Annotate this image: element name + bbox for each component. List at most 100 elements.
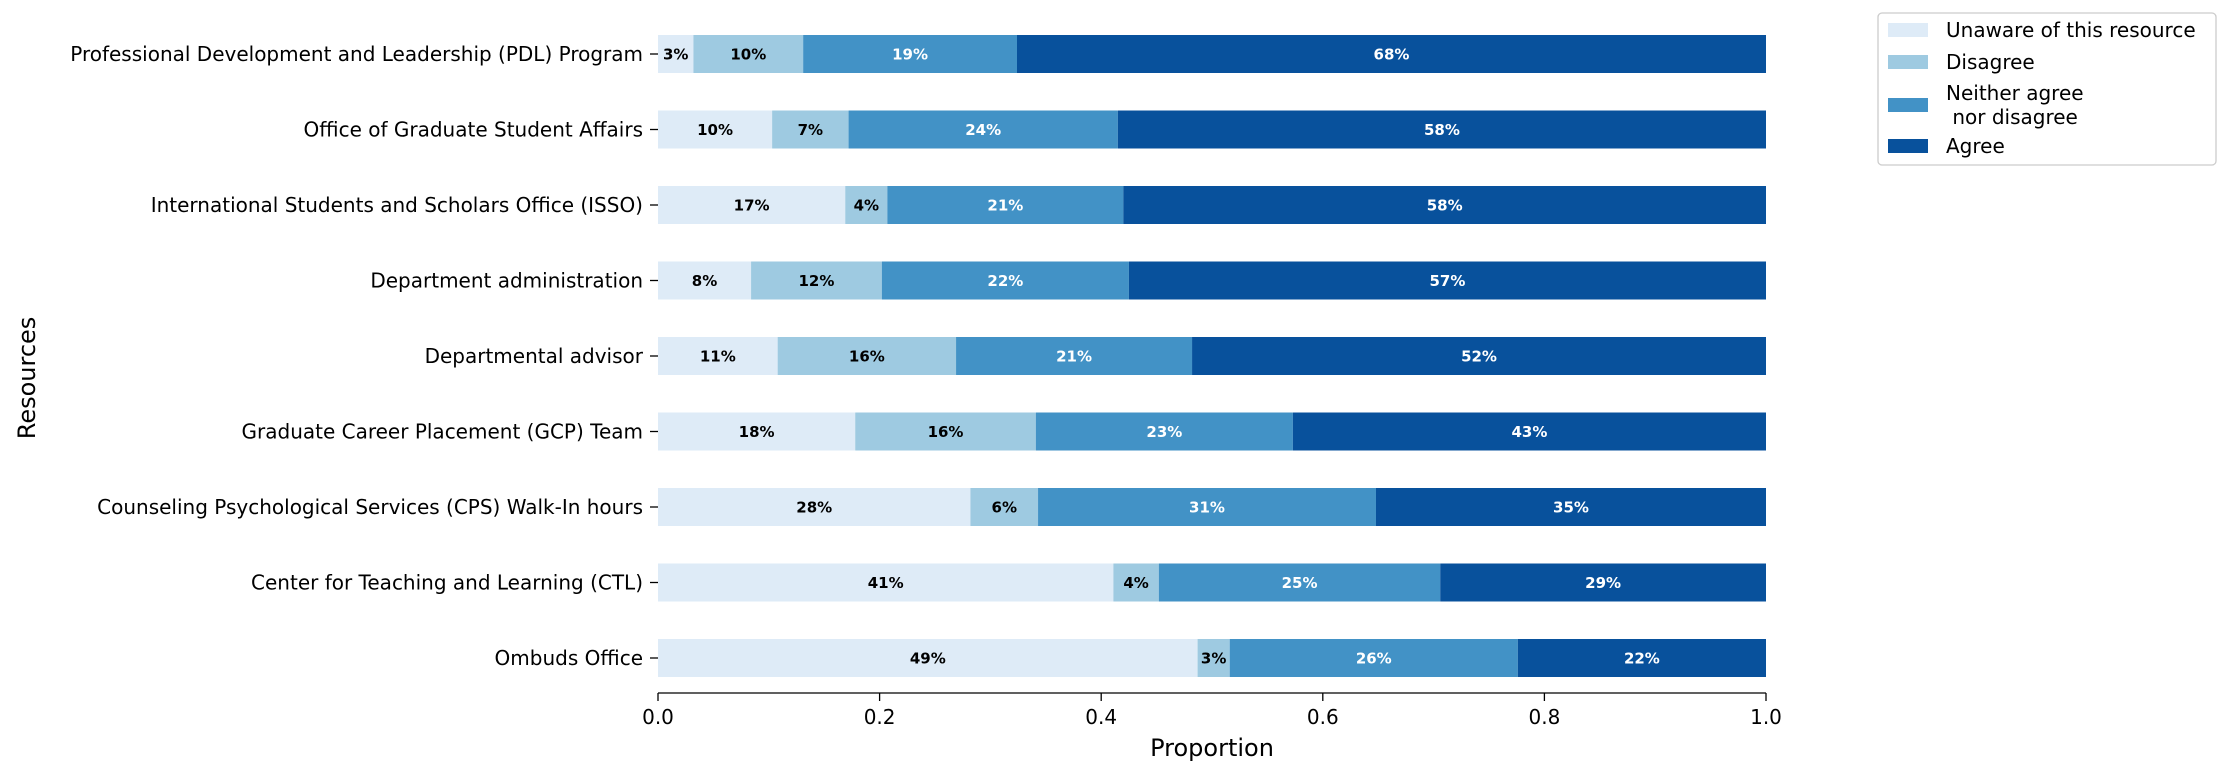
bar-segment-agree-7 [1375, 488, 1766, 526]
data-label: 31% [1189, 499, 1225, 517]
bar-segment-disagree-1 [693, 35, 804, 73]
x-tick-label: 0.4 [1085, 705, 1117, 729]
bar-segment-neither-agree-nor-disagree-9 [1229, 639, 1518, 677]
legend-swatch-neither-agree-nor-disagree [1888, 98, 1928, 112]
bar-segment-unaware-of-this-resource-7 [658, 488, 971, 526]
data-label: 16% [928, 423, 964, 441]
bar-segment-unaware-of-this-resource-2 [658, 110, 773, 149]
bar-segment-unaware-of-this-resource-6 [658, 412, 856, 451]
bar-segment-neither-agree-nor-disagree-3 [887, 186, 1124, 224]
x-tick-label: 0.0 [642, 705, 674, 729]
y-tick-label: Center for Teaching and Learning (CTL) [251, 571, 643, 595]
bar-segment-agree-3 [1123, 186, 1766, 224]
bar-segment-disagree-6 [855, 412, 1036, 451]
bar-segment-disagree-8 [1113, 563, 1159, 602]
data-label: 52% [1461, 348, 1497, 366]
bar-segment-unaware-of-this-resource-4 [658, 261, 752, 300]
bar-segment-agree-2 [1117, 110, 1766, 149]
data-label: 19% [892, 46, 928, 64]
data-label: 18% [739, 423, 775, 441]
data-label: 26% [1356, 650, 1392, 668]
bar-segment-neither-agree-nor-disagree-2 [848, 110, 1118, 149]
data-label: 4% [854, 197, 879, 215]
bar-segment-neither-agree-nor-disagree-7 [1038, 488, 1376, 526]
bar-segment-disagree-9 [1197, 639, 1230, 677]
bar-segment-disagree-3 [845, 186, 888, 224]
x-tick-label: 0.2 [864, 705, 896, 729]
data-label: 28% [796, 499, 832, 517]
bar-segment-agree-8 [1440, 563, 1766, 602]
bar-segment-unaware-of-this-resource-1 [658, 35, 694, 73]
y-tick-label: Counseling Psychological Services (CPS) … [97, 495, 643, 519]
bar-segment-agree-9 [1517, 639, 1766, 677]
y-tick-label: Professional Development and Leadership … [70, 42, 643, 66]
bars-group: 3% 10% 19% 68% 10% 7% 24% 58% 17% 4% 21% 58% 8% 12% 22… [658, 35, 1766, 677]
bar-segment-unaware-of-this-resource-5 [658, 337, 778, 375]
bar-segment-unaware-of-this-resource-9 [658, 639, 1198, 677]
data-label: 10% [697, 121, 733, 139]
data-label: 21% [987, 197, 1023, 215]
legend: Unaware of this resource Disagree Neither … [1877, 12, 2217, 166]
legend-swatch-unaware-of-this-resource [1888, 23, 1928, 37]
bar-segment-disagree-5 [777, 337, 957, 375]
data-label: 3% [1201, 650, 1226, 668]
data-label: 22% [1624, 650, 1660, 668]
data-label: 35% [1553, 499, 1589, 517]
data-label: 43% [1511, 423, 1547, 441]
data-label: 16% [849, 348, 885, 366]
y-tick-label: Graduate Career Placement (GCP) Team [242, 420, 643, 444]
data-label: 68% [1374, 46, 1410, 64]
legend-frame [1877, 12, 2217, 166]
bar-segment-unaware-of-this-resource-8 [658, 563, 1114, 602]
x-axis: 0.0 0.2 0.4 0.6 0.8 1.0 [642, 692, 1782, 729]
bar-segment-neither-agree-nor-disagree-6 [1035, 412, 1293, 451]
y-axis: Professional Development and Leadership … [70, 42, 658, 670]
data-label: 24% [965, 121, 1001, 139]
data-label: 25% [1282, 574, 1318, 592]
data-label: 58% [1424, 121, 1460, 139]
data-label: 6% [992, 499, 1017, 517]
data-label: 49% [910, 650, 946, 668]
data-label: 21% [1056, 348, 1092, 366]
x-tick-label: 0.8 [1528, 705, 1560, 729]
x-axis-title: Proportion [1150, 734, 1274, 762]
legend-label: Disagree [1946, 50, 2035, 74]
data-label: 23% [1146, 423, 1182, 441]
y-tick-label: International Students and Scholars Offi… [151, 193, 643, 217]
y-tick-label: Office of Graduate Student Affairs [304, 118, 643, 142]
legend-swatch-disagree [1888, 55, 1928, 69]
data-label: 12% [798, 272, 834, 290]
legend-label: Unaware of this resource [1946, 18, 2196, 42]
data-label: 8% [692, 272, 717, 290]
y-tick-label: Departmental advisor [425, 344, 644, 368]
legend-swatch-agree [1888, 139, 1928, 153]
bar-segment-neither-agree-nor-disagree-1 [803, 35, 1017, 73]
data-label: 11% [700, 348, 736, 366]
legend-label: Neither agree nor disagree [1946, 81, 2084, 129]
bar-segment-agree-5 [1192, 337, 1766, 375]
x-tick-label: 1.0 [1750, 705, 1782, 729]
legend-label: Agree [1946, 134, 2005, 158]
data-label: 7% [798, 121, 823, 139]
bar-segment-agree-1 [1016, 35, 1766, 73]
data-label: 29% [1585, 574, 1621, 592]
y-axis-title: Resources [13, 317, 41, 440]
data-label: 3% [663, 46, 688, 64]
data-label: 4% [1123, 574, 1148, 592]
bar-segment-neither-agree-nor-disagree-5 [956, 337, 1193, 375]
y-tick-label: Department administration [370, 269, 643, 293]
data-label: 58% [1427, 197, 1463, 215]
bar-segment-disagree-7 [970, 488, 1039, 526]
bar-segment-unaware-of-this-resource-3 [658, 186, 846, 224]
bar-segment-disagree-2 [772, 110, 849, 149]
x-tick-label: 0.6 [1307, 705, 1339, 729]
y-tick-label: Ombuds Office [495, 646, 643, 670]
data-label: 22% [987, 272, 1023, 290]
data-label: 57% [1429, 272, 1465, 290]
data-label: 41% [868, 574, 904, 592]
bar-segment-disagree-4 [751, 261, 882, 300]
bar-segment-neither-agree-nor-disagree-8 [1158, 563, 1441, 602]
data-label: 17% [734, 197, 770, 215]
bar-segment-neither-agree-nor-disagree-4 [881, 261, 1129, 300]
